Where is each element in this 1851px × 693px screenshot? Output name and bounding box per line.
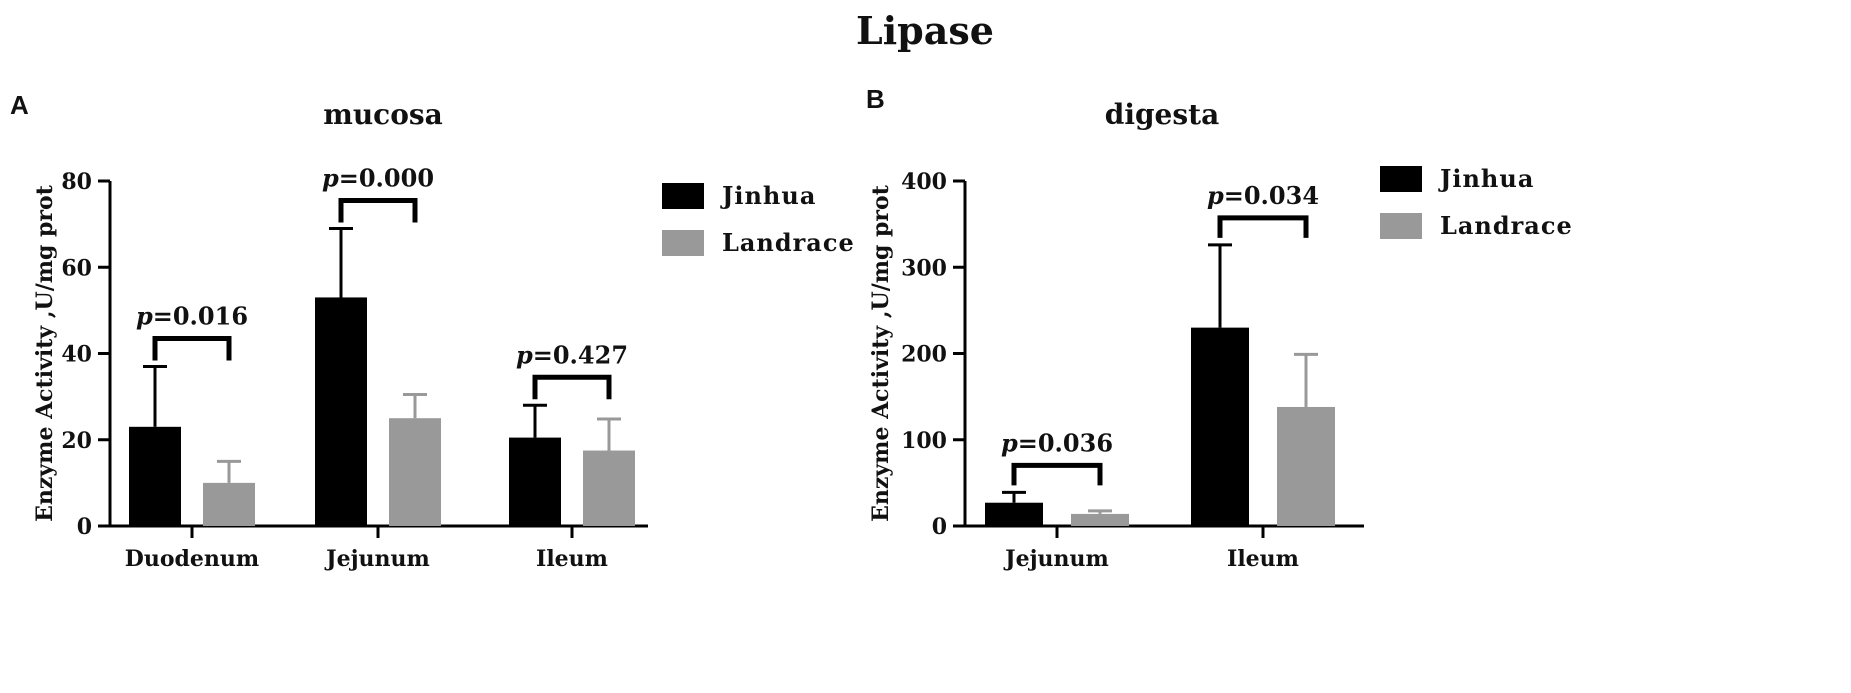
bar-landrace-duodenum xyxy=(203,482,255,526)
p-value-annotation: p=0.016 xyxy=(136,301,248,330)
legend-label-jinhua: Jinhua xyxy=(720,181,816,210)
x-tick-label: Ileum xyxy=(536,546,608,572)
significance-bracket xyxy=(532,374,612,400)
y-tick-label: 80 xyxy=(61,169,92,195)
p-symbol: p xyxy=(1207,181,1224,210)
bar-landrace-ileum xyxy=(1277,406,1335,526)
y-tick-label: 40 xyxy=(61,342,92,368)
bar-landrace-ileum xyxy=(583,450,635,526)
y-tick-label: 200 xyxy=(901,342,947,368)
p-value-annotation: p=0.034 xyxy=(1207,181,1319,210)
bar-jinhua-jejunum xyxy=(315,297,367,526)
p-value: =0.016 xyxy=(153,301,248,330)
bar-landrace-jejunum xyxy=(1071,513,1129,526)
p-value: =0.034 xyxy=(1224,181,1319,210)
y-axis-label: Enzyme Activity ,U/mg prot xyxy=(32,184,58,522)
x-tick-label: Ileum xyxy=(1227,546,1299,572)
significance-bracket xyxy=(338,197,418,223)
p-value-annotation: p=0.036 xyxy=(1001,428,1113,457)
x-tick-label: Duodenum xyxy=(125,546,259,572)
chart-title: digesta xyxy=(1105,98,1219,131)
panel-label: A xyxy=(10,90,29,120)
p-value: =0.427 xyxy=(533,340,628,369)
p-symbol: p xyxy=(322,163,339,192)
chart-title: mucosa xyxy=(323,98,443,131)
y-tick-label: 20 xyxy=(61,428,92,454)
bar-jinhua-duodenum xyxy=(129,426,181,526)
significance-bracket xyxy=(152,335,232,361)
significance-bracket xyxy=(1011,462,1103,486)
legend-swatch-landrace xyxy=(1380,213,1422,239)
p-symbol: p xyxy=(1001,428,1018,457)
y-tick-label: 100 xyxy=(901,428,947,454)
p-value: =0.036 xyxy=(1018,428,1113,457)
bar-landrace-jejunum xyxy=(389,418,441,526)
legend-label-jinhua: Jinhua xyxy=(1438,164,1534,193)
p-symbol: p xyxy=(516,340,533,369)
significance-bracket xyxy=(1217,215,1309,238)
legend-label-landrace: Landrace xyxy=(722,228,855,257)
y-tick-label: 60 xyxy=(61,255,92,281)
bar-jinhua-ileum xyxy=(509,437,561,526)
y-axis-label: Enzyme Activity ,U/mg prot xyxy=(868,184,894,522)
y-tick-label: 400 xyxy=(901,169,947,195)
y-tick-label: 300 xyxy=(901,255,947,281)
legend-swatch-jinhua xyxy=(1380,166,1422,192)
legend-swatch-landrace xyxy=(662,230,704,256)
p-value: =0.000 xyxy=(339,163,434,192)
p-symbol: p xyxy=(136,301,153,330)
y-tick-label: 0 xyxy=(77,514,92,540)
bar-jinhua-ileum xyxy=(1191,327,1249,526)
legend-swatch-jinhua xyxy=(662,183,704,209)
legend-label-landrace: Landrace xyxy=(1440,211,1573,240)
p-value-annotation: p=0.000 xyxy=(322,163,434,192)
figure-title: Lipase xyxy=(856,8,994,53)
p-value-annotation: p=0.427 xyxy=(516,340,628,369)
x-tick-label: Jejunum xyxy=(324,546,430,572)
x-tick-label: Jejunum xyxy=(1003,546,1109,572)
panel-label: B xyxy=(866,84,885,114)
bar-jinhua-jejunum xyxy=(985,502,1043,526)
y-tick-label: 0 xyxy=(932,514,947,540)
